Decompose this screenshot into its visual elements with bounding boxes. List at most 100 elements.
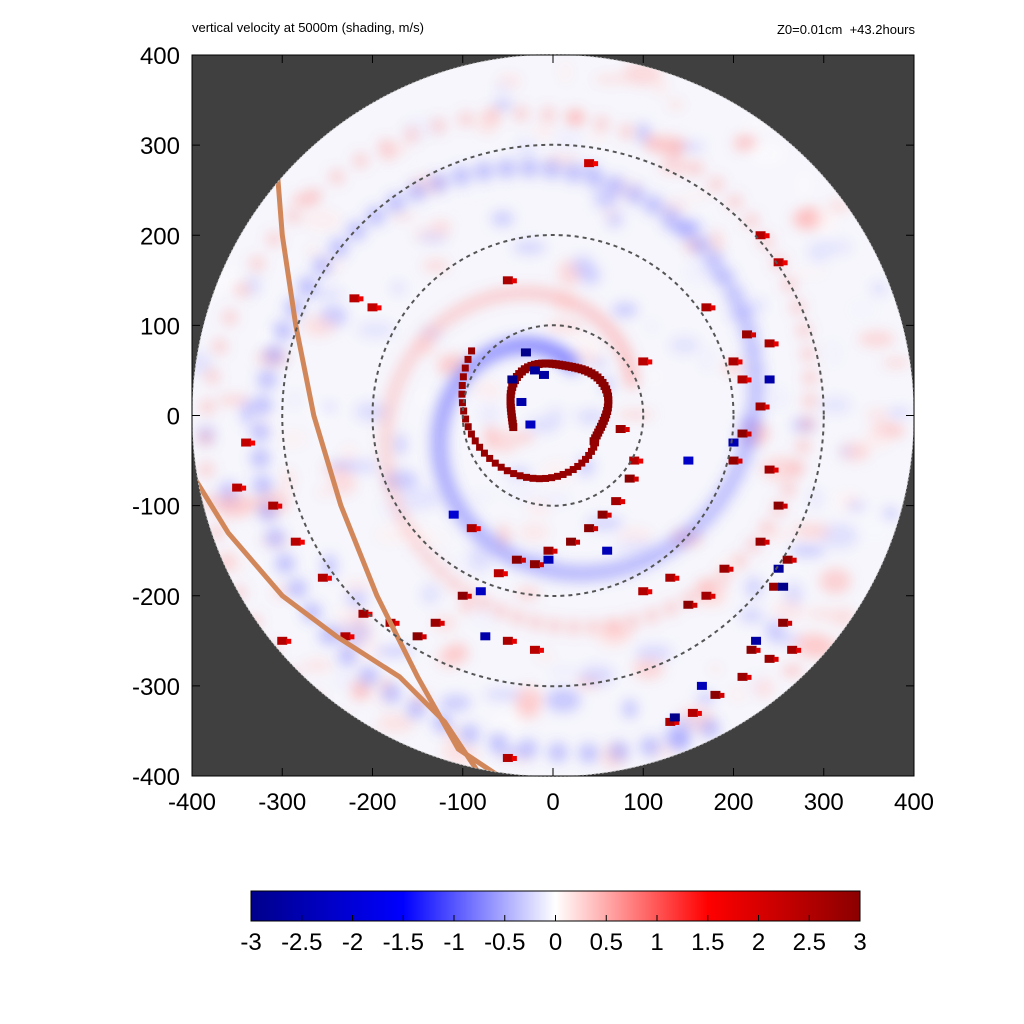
- texture-blob: [437, 647, 459, 668]
- spiral-band-inflow: [707, 493, 728, 514]
- x-tick-label: 300: [804, 789, 844, 816]
- updraft-cell: [796, 647, 802, 653]
- updraft-cell: [755, 537, 766, 546]
- spiral-band-outflow: [522, 284, 539, 301]
- texture-blob: [788, 545, 826, 557]
- updraft-cell: [290, 537, 301, 546]
- updraft-cell: [299, 539, 305, 545]
- eyewall-cell: [542, 474, 550, 482]
- texture-blob: [512, 240, 547, 255]
- texture-blob: [739, 608, 764, 623]
- updraft-cell: [773, 341, 779, 347]
- eyewall-cell: [480, 449, 488, 457]
- spiral-band-inflow: [459, 724, 480, 745]
- updraft-cell: [778, 618, 789, 627]
- updraft-cell: [566, 537, 577, 546]
- updraft-cell: [511, 638, 517, 644]
- texture-blob: [548, 667, 582, 677]
- spiral-band-outflow: [403, 347, 420, 364]
- spiral-band-outflow: [662, 600, 679, 617]
- texture-blob: [659, 161, 692, 174]
- texture-blob: [798, 172, 811, 197]
- spiral-band-inflow: [257, 369, 278, 390]
- texture-blob: [516, 431, 534, 443]
- texture-blob: [709, 663, 722, 675]
- texture-blob: [240, 399, 256, 425]
- updraft-cell: [412, 632, 423, 641]
- spiral-band-outflow: [499, 286, 516, 303]
- spiral-band-outflow: [198, 461, 215, 478]
- updraft-cell: [755, 647, 761, 653]
- spiral-band-outflow: [643, 133, 660, 150]
- spiral-band-inflow: [742, 414, 763, 435]
- texture-blob: [766, 634, 802, 644]
- spiral-band-outflow: [485, 107, 502, 124]
- updraft-cell: [511, 278, 517, 284]
- texture-blob: [516, 697, 541, 720]
- spiral-band-inflow: [547, 742, 568, 763]
- spiral-band-outflow: [618, 123, 635, 140]
- axes: -400 -300 -200 -100 0 100 200 300 400 -400 -300 -20…: [132, 43, 934, 816]
- texture-blob: [321, 554, 338, 578]
- eyewall-cell: [516, 472, 524, 480]
- updraft-cell: [597, 510, 608, 519]
- texture-blob: [418, 389, 431, 407]
- updraft-cell: [430, 618, 441, 627]
- texture-blob: [459, 599, 475, 614]
- spiral-band-inflow: [725, 464, 746, 485]
- updraft-cell: [317, 573, 328, 582]
- eyewall-cell: [467, 430, 475, 438]
- texture-blob: [545, 688, 581, 713]
- y-tick-label: 200: [140, 223, 180, 250]
- updraft-cell: [728, 357, 739, 366]
- updraft-cell: [349, 294, 360, 303]
- colorbar-tick-label: 3: [853, 929, 866, 956]
- eyewall-cell: [564, 468, 572, 476]
- eyewall-cell: [503, 467, 511, 475]
- spiral-band-outflow: [624, 613, 641, 630]
- updraft-cell: [787, 645, 798, 654]
- spiral-band-outflow: [731, 552, 748, 569]
- colorbar-tick-label: 1: [650, 929, 663, 956]
- texture-blob: [316, 486, 332, 498]
- spiral-band-inflow: [745, 377, 766, 398]
- spiral-band-inflow: [312, 256, 333, 277]
- spiral-band-outflow: [511, 284, 528, 301]
- colorbar-tick-label: 0: [549, 929, 562, 956]
- spiral-band-outflow: [593, 115, 610, 132]
- spiral-band-inflow: [624, 184, 645, 205]
- spiral-band-outflow: [197, 430, 214, 447]
- updraft-cell: [552, 548, 558, 554]
- spiral-band-inflow: [724, 285, 745, 306]
- reference-circle: [461, 324, 645, 507]
- spiral-band-inflow: [703, 250, 724, 271]
- spiral-band-outflow: [204, 368, 221, 385]
- spiral-band-outflow: [475, 595, 492, 612]
- texture-blob: [334, 606, 356, 631]
- spiral-band-inflow: [358, 665, 379, 686]
- updraft-cell: [638, 458, 644, 464]
- updraft-cell: [710, 305, 716, 311]
- updraft-cell: [611, 497, 622, 506]
- downdraft-cell: [529, 366, 540, 375]
- spiral-band-inflow: [406, 699, 427, 720]
- x-tick-label: 0: [546, 789, 559, 816]
- spiral-band-outflow: [379, 461, 396, 478]
- spiral-band-inflow: [406, 181, 427, 202]
- updraft-cell: [782, 555, 793, 564]
- spiral-band-inflow: [699, 718, 720, 739]
- texture-blob: [652, 78, 669, 96]
- spiral-band-outflow: [795, 438, 812, 455]
- eyewall-cell: [509, 423, 518, 432]
- spiral-band-inflow: [473, 161, 494, 182]
- updraft-cell: [358, 296, 364, 302]
- spiral-band-outflow: [565, 619, 582, 636]
- texture-blob: [218, 395, 250, 406]
- downdraft-cell: [507, 375, 518, 384]
- spiral-band-inflow: [365, 205, 386, 226]
- updraft-cell: [277, 636, 288, 645]
- updraft-cell: [277, 503, 283, 509]
- texture-blob: [534, 651, 554, 662]
- spiral-band-inflow: [605, 175, 626, 196]
